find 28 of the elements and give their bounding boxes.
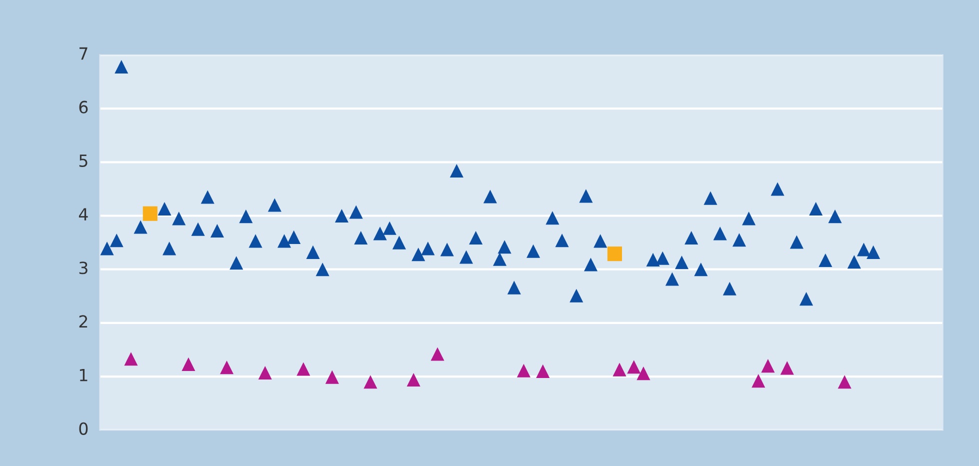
point	[220, 360, 234, 374]
y-tick-label: 2	[79, 315, 88, 328]
y-tick-label: 0	[79, 422, 88, 435]
point	[430, 347, 444, 361]
point	[258, 366, 272, 380]
point	[627, 360, 641, 374]
y-tick-label: 7	[80, 47, 88, 60]
point	[536, 364, 550, 378]
point	[516, 364, 530, 378]
point	[838, 375, 852, 389]
point	[636, 366, 650, 380]
y-tick-label: 4	[78, 208, 88, 220]
point	[761, 359, 775, 373]
point	[124, 352, 138, 366]
point	[607, 246, 622, 262]
y-tick-label: 3	[79, 262, 88, 274]
point	[182, 357, 196, 371]
point	[612, 362, 626, 376]
y-tick-label: 1	[80, 368, 88, 382]
point	[780, 361, 794, 375]
point	[752, 374, 766, 388]
point	[325, 370, 339, 384]
point	[364, 375, 378, 389]
y-tick-label: 5	[79, 154, 88, 168]
point	[406, 372, 420, 387]
point	[142, 206, 158, 221]
y-tick-label: 6	[79, 100, 88, 114]
point	[296, 362, 310, 376]
